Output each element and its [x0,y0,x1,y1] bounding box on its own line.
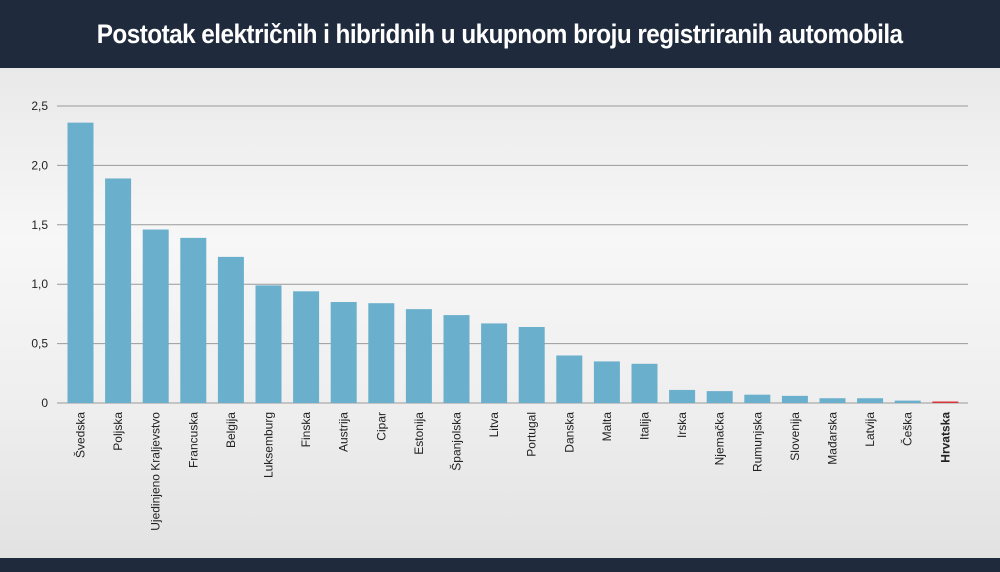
bar [368,303,395,403]
x-tick-label: Rumunjska [750,412,764,472]
x-tick-label: Latvija [863,412,877,447]
bar [631,363,658,403]
bar [330,302,357,403]
bar [142,229,169,403]
bar [819,398,846,403]
x-tick-label: Portugal [525,412,539,457]
bar [293,291,320,403]
x-tick-label: Mađarska [826,412,840,465]
x-tick-label: Danska [562,412,576,453]
bar [932,401,959,403]
x-tick-label: Italija [638,412,652,440]
x-tick-label: Litva [487,412,501,438]
x-tick-label: Austrija [337,412,351,452]
bar [255,285,282,403]
bar [443,315,470,403]
x-tick-label: Cipar [374,412,388,441]
x-tick-label: Švedska [73,412,88,458]
y-tick-label: 2,5 [31,99,48,113]
y-tick-label: 2,0 [31,158,48,172]
bar [518,326,545,403]
bar [67,122,94,403]
y-tick-label: 1,5 [31,218,48,232]
bars [67,122,959,403]
bar [593,361,620,403]
x-tick-label: Poljska [111,412,125,451]
x-tick-label: Francuska [186,412,200,468]
chart-header: Postotak električnih i hibridnih u ukupn… [0,0,1000,68]
y-tick-label: 0,5 [31,337,48,351]
bar [105,178,132,403]
bar [556,355,583,403]
chart-title: Postotak električnih i hibridnih u ukupn… [97,18,903,49]
x-tick-label: Slovenija [788,412,802,461]
x-tick-label: Belgija [224,412,238,448]
y-axis-ticks: 0 0,5 1,0 1,5 2,0 2,5 [31,99,48,410]
bar [894,400,921,403]
bar [781,395,808,403]
bar [744,394,771,403]
gridlines [57,105,968,404]
x-tick-label: Luksemburg [262,412,276,478]
bar [180,237,207,403]
x-tick-label: Španjolska [449,412,464,471]
bar [669,389,696,403]
x-tick-label: Malta [600,412,614,442]
x-tick-label: Estonija [412,412,426,455]
bar [217,256,244,403]
bar [857,398,884,403]
x-tick-label: Irska [675,412,689,438]
y-tick-label: 0 [41,396,48,410]
x-tick-label: Češka [900,412,915,446]
x-tick-label: Hrvatska [938,412,952,463]
bar [405,309,432,403]
footer-bar [0,558,1000,572]
x-tick-label: Njemačka [713,412,727,466]
x-tick-label: Finska [299,412,313,448]
bar [706,391,733,403]
bar [481,323,508,403]
x-axis-labels: Švedska Poljska Ujedinjeno Kraljevstvo Fran… [73,412,953,531]
y-tick-label: 1,0 [31,277,48,291]
x-tick-label: Ujedinjeno Kraljevstvo [149,412,163,531]
